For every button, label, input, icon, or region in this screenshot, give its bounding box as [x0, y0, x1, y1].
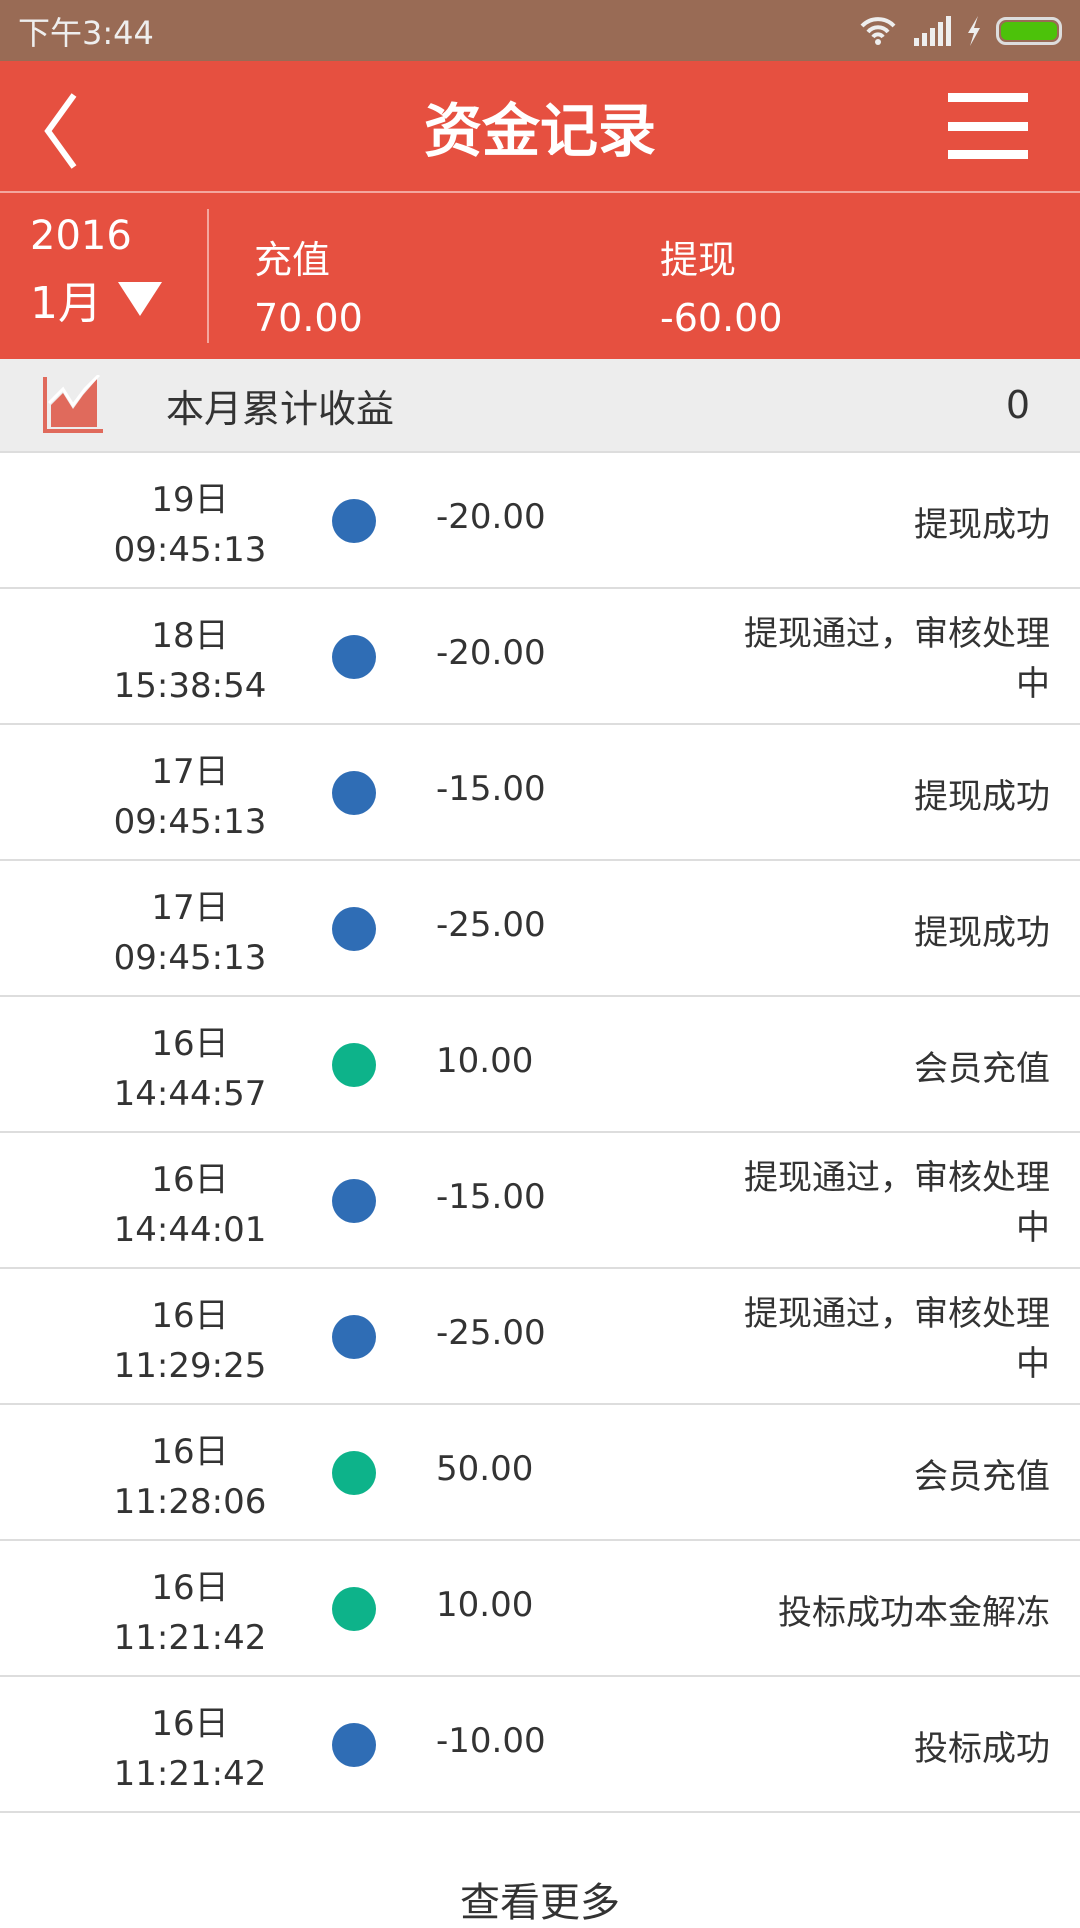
record-day: 17日 — [151, 752, 229, 792]
record-amount: -20.00 — [436, 497, 546, 537]
record-datetime: 16日 14:44:01 — [100, 1155, 280, 1255]
month-label: 1月 — [30, 278, 102, 329]
record-time: 14:44:01 — [113, 1210, 267, 1250]
load-more-button[interactable]: 查看更多 — [460, 1880, 620, 1926]
wifi-icon — [860, 16, 896, 45]
withdraw-stat: 提现 -60.00 — [660, 229, 783, 340]
withdraw-dot-icon — [332, 771, 376, 815]
record-row[interactable]: 16日 11:21:42 10.00 投标成功本金解冻 — [0, 1541, 1080, 1677]
status-bar: 下午3:44 — [0, 0, 1080, 61]
record-datetime: 16日 11:28:06 — [100, 1427, 280, 1527]
withdraw-dot-icon — [332, 499, 376, 543]
deposit-dot-icon — [332, 1043, 376, 1087]
record-day: 16日 — [151, 1296, 229, 1336]
record-status: 提现成功 — [914, 913, 1050, 953]
withdraw-dot-icon — [332, 1723, 376, 1767]
record-row[interactable]: 16日 14:44:01 -15.00 提现通过，审核处理中 — [0, 1133, 1080, 1269]
record-datetime: 16日 11:21:42 — [100, 1699, 280, 1799]
record-row[interactable]: 17日 09:45:13 -25.00 提现成功 — [0, 861, 1080, 997]
record-row[interactable]: 19日 09:45:13 -20.00 提现成功 — [0, 453, 1080, 589]
record-day: 19日 — [151, 480, 229, 520]
record-status: 提现成功 — [914, 777, 1050, 817]
records-list: 19日 09:45:13 -20.00 提现成功 18日 15:38:54 -20.0… — [0, 453, 1080, 1813]
record-amount: -20.00 — [436, 633, 546, 673]
month-summary: 2016 1月 充值 70.00 提现 -60.00 — [0, 193, 1080, 359]
record-datetime: 16日 11:21:42 — [100, 1563, 280, 1663]
record-row[interactable]: 17日 09:45:13 -15.00 提现成功 — [0, 725, 1080, 861]
monthly-earnings: 本月累计收益 0 — [0, 359, 1080, 453]
earnings-value: 0 — [1005, 383, 1030, 427]
deposit-dot-icon — [332, 1451, 376, 1495]
signal-icon — [914, 15, 951, 46]
record-amount: -15.00 — [436, 769, 546, 809]
record-row[interactable]: 16日 11:29:25 -25.00 提现通过，审核处理中 — [0, 1269, 1080, 1405]
withdraw-value: -60.00 — [660, 296, 783, 340]
earnings-label: 本月累计收益 — [166, 386, 395, 431]
withdraw-dot-icon — [332, 907, 376, 951]
record-row[interactable]: 16日 14:44:57 10.00 会员充值 — [0, 997, 1080, 1133]
record-day: 16日 — [151, 1568, 229, 1608]
recharge-label: 充值 — [254, 238, 331, 282]
recharge-stat: 充值 70.00 — [254, 229, 363, 340]
record-amount: -15.00 — [436, 1177, 546, 1217]
record-status: 投标成功 — [914, 1729, 1050, 1769]
record-time: 15:38:54 — [113, 666, 267, 706]
record-day: 16日 — [151, 1432, 229, 1472]
record-amount: 10.00 — [436, 1585, 534, 1625]
page-title: 资金记录 — [423, 97, 656, 165]
record-datetime: 16日 11:29:25 — [100, 1291, 280, 1391]
app-header: 资金记录 — [0, 61, 1080, 193]
status-time: 下午3:44 — [18, 13, 154, 52]
record-amount: -25.00 — [436, 905, 546, 945]
deposit-dot-icon — [332, 1587, 376, 1631]
record-time: 09:45:13 — [113, 938, 267, 978]
record-time: 14:44:57 — [113, 1074, 267, 1114]
record-status: 会员充值 — [914, 1049, 1050, 1089]
record-status: 投标成功本金解冻 — [778, 1593, 1050, 1633]
record-time: 11:21:42 — [113, 1618, 267, 1658]
record-day: 16日 — [151, 1160, 229, 1200]
menu-icon[interactable] — [948, 93, 1028, 159]
recharge-value: 70.00 — [254, 296, 363, 340]
withdraw-dot-icon — [332, 1179, 376, 1223]
record-row[interactable]: 16日 11:28:06 50.00 会员充值 — [0, 1405, 1080, 1541]
record-amount: 10.00 — [436, 1041, 534, 1081]
record-datetime: 19日 09:45:13 — [100, 475, 280, 575]
dropdown-triangle-icon — [118, 282, 162, 316]
record-datetime: 17日 09:45:13 — [100, 883, 280, 983]
record-time: 09:45:13 — [113, 802, 267, 842]
record-time: 11:28:06 — [113, 1482, 267, 1522]
withdraw-dot-icon — [332, 635, 376, 679]
record-row[interactable]: 16日 11:21:42 -10.00 投标成功 — [0, 1677, 1080, 1813]
record-amount: -10.00 — [436, 1721, 546, 1761]
battery-icon — [996, 16, 1062, 45]
withdraw-label: 提现 — [660, 238, 737, 282]
record-status: 提现成功 — [914, 505, 1050, 545]
record-row[interactable]: 18日 15:38:54 -20.00 提现通过，审核处理中 — [0, 589, 1080, 725]
record-datetime: 16日 14:44:57 — [100, 1019, 280, 1119]
record-time: 11:29:25 — [113, 1346, 267, 1386]
record-day: 16日 — [151, 1024, 229, 1064]
record-day: 16日 — [151, 1704, 229, 1744]
withdraw-dot-icon — [332, 1315, 376, 1359]
record-amount: 50.00 — [436, 1449, 534, 1489]
record-datetime: 18日 15:38:54 — [100, 611, 280, 711]
year-label: 2016 — [30, 213, 132, 259]
record-time: 09:45:13 — [113, 530, 267, 570]
record-day: 17日 — [151, 888, 229, 928]
record-status: 提现通过，审核处理中 — [744, 614, 1050, 704]
chart-growth-icon — [43, 375, 103, 433]
record-time: 11:21:42 — [113, 1754, 267, 1794]
back-icon[interactable] — [40, 91, 100, 171]
record-status: 会员充值 — [914, 1457, 1050, 1497]
record-datetime: 17日 09:45:13 — [100, 747, 280, 847]
record-status: 提现通过，审核处理中 — [744, 1294, 1050, 1384]
month-picker[interactable]: 2016 1月 — [0, 209, 209, 343]
record-amount: -25.00 — [436, 1313, 546, 1353]
record-day: 18日 — [151, 616, 229, 656]
charging-icon — [968, 15, 980, 46]
record-status: 提现通过，审核处理中 — [744, 1158, 1050, 1248]
